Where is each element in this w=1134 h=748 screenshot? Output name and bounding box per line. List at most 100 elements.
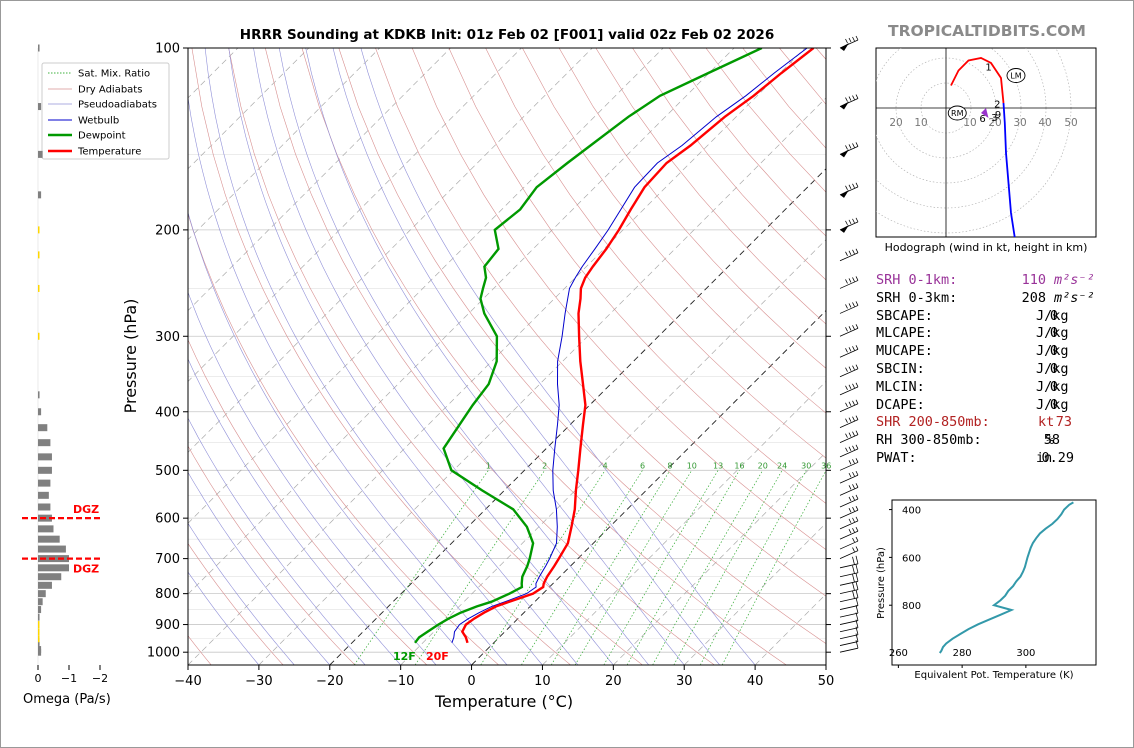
mixing-ratio-label: 4 bbox=[603, 461, 608, 470]
dry-adiabat bbox=[301, 48, 787, 665]
omega-bar bbox=[38, 284, 40, 292]
param-label: SBCIN: bbox=[876, 361, 925, 377]
dgz-label: DGZ bbox=[73, 563, 99, 576]
isotherm-line bbox=[188, 48, 735, 595]
isotherm-line bbox=[542, 380, 826, 665]
wind-barb bbox=[839, 415, 859, 429]
hodo-ring-label: 10 bbox=[914, 117, 927, 129]
omega-bar bbox=[38, 525, 54, 533]
wind-barb bbox=[839, 248, 859, 262]
hodo-height-label: 3 bbox=[991, 113, 997, 124]
y-tick-label: 900 bbox=[155, 618, 180, 633]
wetbulb-line bbox=[451, 48, 808, 643]
wind-barb bbox=[839, 458, 859, 471]
mixing-ratio-line bbox=[414, 470, 545, 665]
omega-bar bbox=[38, 150, 43, 158]
hodo-rm-marker bbox=[947, 105, 967, 121]
dry-adiabat bbox=[188, 445, 356, 665]
theta-e-line bbox=[938, 501, 1074, 654]
param-value: 0 bbox=[1049, 307, 1058, 324]
wind-barb bbox=[839, 364, 859, 378]
param-value: 0 bbox=[1049, 325, 1058, 342]
wind-barb bbox=[839, 382, 859, 396]
dry-adiabat bbox=[191, 48, 571, 665]
omega-tick-0: 0 bbox=[35, 672, 42, 685]
theta-e-panel: 260 280 300 400 600 800 Pressure (hPa) Equiva… bbox=[876, 499, 1097, 681]
legend-dry-adiabats: Dry Adiabats bbox=[78, 85, 142, 96]
y-tick-label: 800 bbox=[155, 587, 180, 602]
param-unit: kt bbox=[1038, 414, 1055, 431]
omega-tick-1: −1 bbox=[61, 672, 77, 685]
y-tick-label: 400 bbox=[155, 405, 180, 420]
dry-adiabat bbox=[595, 48, 826, 325]
wind-barb bbox=[839, 581, 859, 595]
mixing-ratio-line bbox=[480, 470, 606, 665]
wind-barb bbox=[839, 301, 859, 314]
theta-e-xlabel: Equivalent Pot. Temperature (K) bbox=[914, 670, 1073, 681]
omega-bar bbox=[38, 573, 62, 581]
skewt-ylabel: Pressure (hPa) bbox=[121, 299, 140, 414]
omega-bar bbox=[38, 621, 40, 629]
wind-barb bbox=[839, 483, 859, 496]
param-label: SRH 0-3km: bbox=[876, 289, 958, 306]
wind-barb bbox=[839, 276, 859, 289]
wind-barb bbox=[839, 324, 859, 337]
skewt-plot-frame bbox=[187, 47, 827, 666]
param-unit: J/kg bbox=[1036, 378, 1069, 395]
pseudoadiabat bbox=[228, 48, 579, 665]
omega-bar bbox=[38, 564, 69, 572]
dry-adiabat bbox=[411, 48, 826, 550]
y-tick-label: 700 bbox=[155, 552, 180, 567]
mixing-ratio-label: 13 bbox=[713, 461, 723, 470]
omega-bar bbox=[38, 103, 42, 111]
hodo-mean-wind-marker bbox=[981, 108, 989, 118]
param-unit: J/kg bbox=[1036, 325, 1069, 342]
wind-barb bbox=[839, 217, 859, 233]
theta-e-x-tick-label: 280 bbox=[953, 648, 972, 659]
param-label: SHR 200-850mb: bbox=[876, 414, 990, 431]
dry-adiabat bbox=[448, 48, 826, 504]
mixing-ratio-label: 24 bbox=[777, 461, 787, 470]
hodo-ring-label: 20 bbox=[889, 117, 902, 129]
dry-adiabat bbox=[522, 48, 826, 414]
x-tick-label: −10 bbox=[387, 674, 414, 689]
omega-bar bbox=[38, 466, 52, 474]
pseudoadiabat bbox=[188, 95, 508, 665]
param-unit: J/kg bbox=[1036, 361, 1069, 377]
mixing-ratio-line bbox=[673, 470, 783, 665]
wind-barb bbox=[839, 94, 859, 110]
isotherm-line bbox=[188, 48, 806, 665]
param-label: MLCIN: bbox=[876, 378, 925, 395]
omega-bar bbox=[38, 491, 49, 499]
wind-barb bbox=[839, 516, 859, 530]
hodograph-caption: Hodograph (wind in kt, height in km) bbox=[884, 241, 1088, 254]
wind-barb bbox=[839, 536, 859, 550]
dewpoint-line bbox=[414, 48, 763, 644]
param-label: PWAT: bbox=[876, 450, 917, 466]
pseudoadiabat bbox=[188, 417, 366, 665]
legend-dewpoint: Dewpoint bbox=[78, 131, 126, 142]
x-tick-label: 10 bbox=[534, 674, 551, 689]
mixing-ratio-line bbox=[721, 470, 826, 665]
omega-bar bbox=[38, 628, 40, 636]
mixing-ratio-label: 2 bbox=[542, 461, 547, 470]
y-tick-label: 600 bbox=[155, 512, 180, 527]
omega-bar bbox=[38, 453, 52, 461]
isotherm-line bbox=[613, 451, 826, 665]
dry-adiabat bbox=[188, 543, 284, 665]
param-label: MLCAPE: bbox=[876, 325, 933, 342]
pseudoadiabat bbox=[253, 48, 614, 665]
dry-adiabat bbox=[338, 48, 826, 644]
omega-bar bbox=[38, 191, 42, 199]
wind-barb bbox=[839, 573, 859, 586]
wind-barb bbox=[839, 597, 859, 610]
skewt-xlabel: Temperature (°C) bbox=[434, 692, 573, 711]
wind-barb bbox=[839, 35, 859, 51]
wind-barb bbox=[839, 612, 859, 625]
param-value: 0 bbox=[1049, 396, 1058, 413]
omega-bar bbox=[38, 391, 40, 399]
omega-bar bbox=[38, 424, 48, 432]
dry-adiabat bbox=[228, 48, 643, 665]
temperature-line bbox=[460, 48, 815, 644]
wind-barb bbox=[839, 505, 859, 519]
